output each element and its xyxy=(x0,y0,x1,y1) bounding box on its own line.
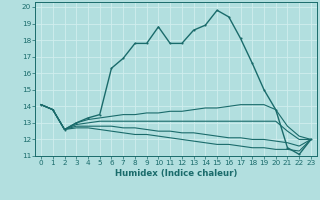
X-axis label: Humidex (Indice chaleur): Humidex (Indice chaleur) xyxy=(115,169,237,178)
